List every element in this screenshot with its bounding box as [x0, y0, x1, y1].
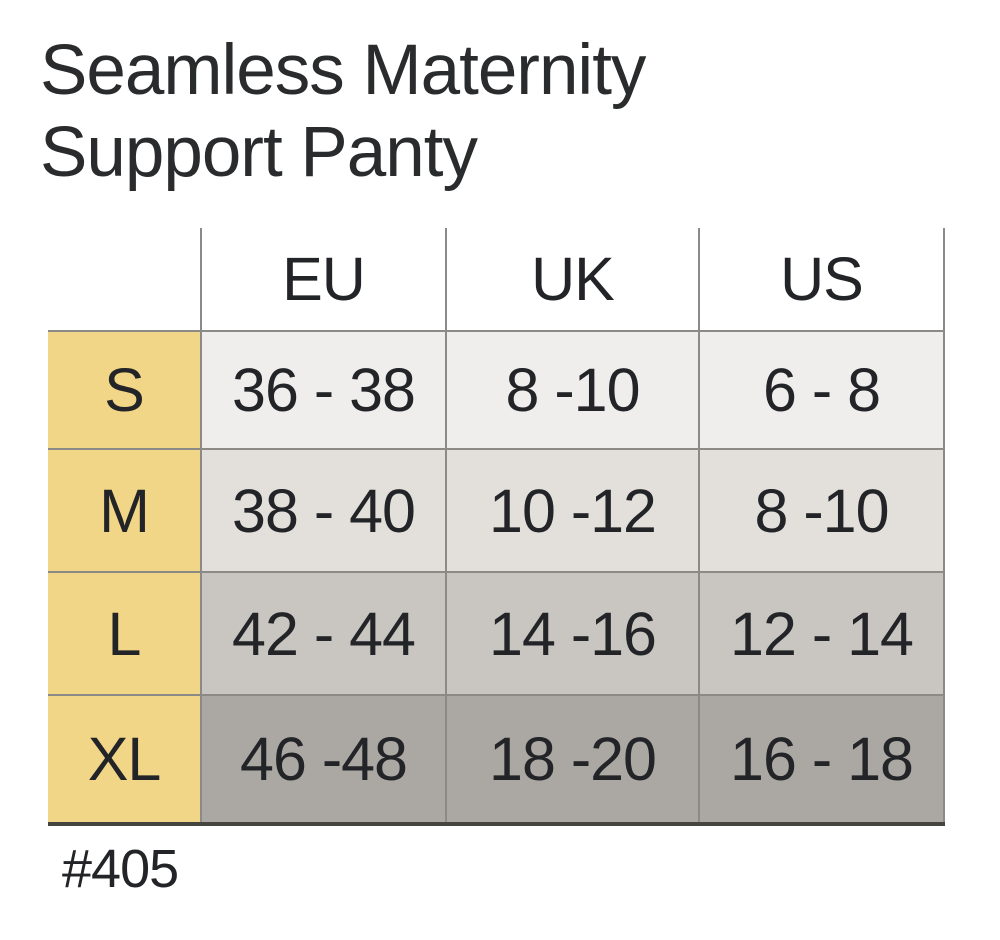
page-title: Seamless Maternity Support Panty	[40, 30, 646, 194]
cell-s-eu: 36 - 38	[200, 330, 445, 448]
title-line1: Seamless Maternity	[40, 31, 646, 110]
cell-xl-uk: 18 -20	[445, 694, 698, 822]
cell-s-us: 6 - 8	[698, 330, 945, 448]
column-header-uk: UK	[445, 228, 698, 330]
table-corner-cell	[48, 228, 200, 330]
title-line2: Support Panty	[40, 113, 478, 192]
cell-l-uk: 14 -16	[445, 571, 698, 694]
cell-m-us: 8 -10	[698, 448, 945, 571]
cell-l-eu: 42 - 44	[200, 571, 445, 694]
cell-l-us: 12 - 14	[698, 571, 945, 694]
cell-xl-eu: 46 -48	[200, 694, 445, 822]
size-label-s: S	[48, 330, 200, 448]
cell-m-uk: 10 -12	[445, 448, 698, 571]
size-chart-table: EU UK US S 36 - 38 8 -10 6 - 8 M 38 - 40 10 -12 8 …	[48, 228, 945, 826]
column-header-eu: EU	[200, 228, 445, 330]
size-label-xl: XL	[48, 694, 200, 822]
cell-s-uk: 8 -10	[445, 330, 698, 448]
column-header-us: US	[698, 228, 945, 330]
product-code: #405	[62, 839, 179, 899]
cell-xl-us: 16 - 18	[698, 694, 945, 822]
size-label-l: L	[48, 571, 200, 694]
size-label-m: M	[48, 448, 200, 571]
cell-m-eu: 38 - 40	[200, 448, 445, 571]
